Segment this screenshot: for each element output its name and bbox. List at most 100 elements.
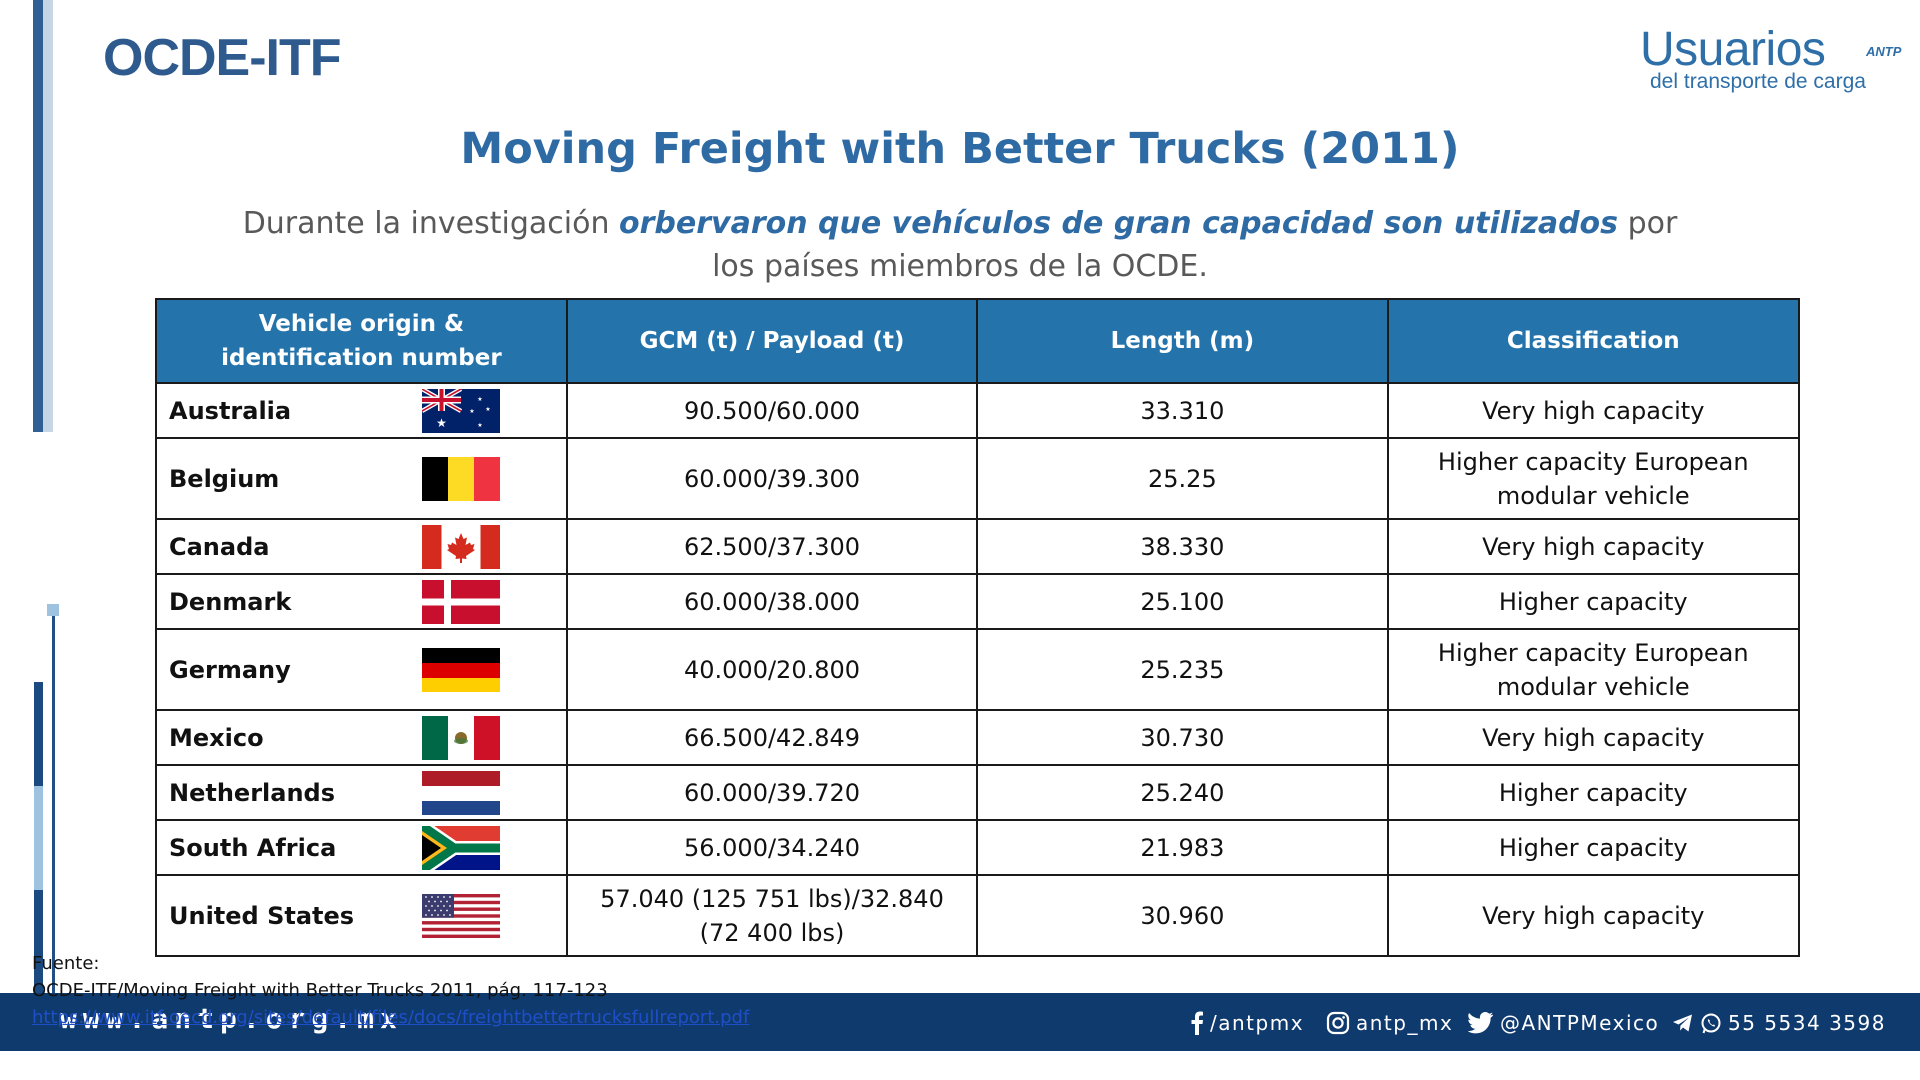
whatsapp-icon [1701, 1013, 1721, 1034]
left-accent-thin-line [52, 616, 55, 996]
instagram-icon [1326, 1011, 1350, 1035]
classification-cell: Very high capacity [1386, 709, 1801, 766]
facebook-handle: /antpmx [1210, 1011, 1305, 1035]
country-cell: Germany [155, 628, 568, 711]
left-accent-dot [47, 604, 59, 616]
left-accent-bar-bottom [34, 682, 43, 786]
twitter-handle: @ANTPMexico [1500, 1011, 1660, 1035]
footer-facebook[interactable]: /antpmx [1190, 1008, 1304, 1038]
slide-title: Moving Freight with Better Trucks (2011) [460, 124, 1460, 174]
instagram-handle: antp_mx [1356, 1011, 1454, 1035]
classification-cell: Higher capacity [1386, 819, 1801, 876]
left-accent-bar-top-light [43, 0, 53, 432]
country-name: South Africa [169, 833, 337, 862]
left-accent-bar-bottom-dark [34, 890, 43, 994]
country-cell: United States [155, 874, 568, 957]
length-cell: 25.100 [976, 573, 1389, 630]
table-row: South Africa 56.000/34.240 21.983 Higher… [155, 819, 1801, 876]
gcm-cell: 56.000/34.240 [565, 819, 979, 876]
table-header-row: Vehicle origin & identification number G… [155, 298, 1801, 384]
logo-badge: ANTP [1866, 44, 1902, 59]
country-cell: South Africa [155, 819, 568, 876]
table-row: Belgium 60.000/39.300 25.25 Higher capac… [155, 437, 1801, 520]
length-cell: 25.235 [976, 628, 1389, 711]
gcm-cell: 60.000/38.000 [565, 573, 979, 630]
source-note: Fuente: OCDE-ITF/Moving Freight with Bet… [32, 950, 749, 1031]
footer-twitter[interactable]: @ANTPMexico [1468, 1008, 1659, 1038]
logo-subtitle: del transporte de carga [1650, 70, 1866, 93]
left-accent-bar-top [33, 0, 43, 432]
country-name: United States [169, 901, 355, 930]
header-length: Length (m) [976, 298, 1389, 384]
country-name: Netherlands [169, 778, 336, 807]
footer-bar [0, 993, 1920, 1051]
united-states-flag-icon [421, 893, 500, 938]
length-cell: 25.25 [976, 437, 1389, 520]
classification-cell: Higher capacity European modular vehicle [1386, 437, 1801, 520]
length-cell: 33.310 [976, 382, 1389, 439]
denmark-flag-icon [421, 579, 500, 624]
classification-cell: Higher capacity European modular vehicle [1386, 628, 1801, 711]
south-africa-flag-icon [421, 825, 500, 870]
belgium-flag-icon [421, 456, 500, 501]
footer-instagram[interactable]: antp_mx [1326, 1008, 1453, 1038]
antp-logo: Usuarios ANTP del transporte de carga [1640, 22, 1901, 102]
subtitle-part1: Durante la investigación [242, 206, 619, 241]
mexico-flag-icon [421, 715, 500, 760]
brand-title: OCDE-ITF [103, 29, 342, 87]
telegram-icon [1673, 1014, 1692, 1032]
netherlands-flag-icon [421, 770, 500, 815]
gcm-cell: 62.500/37.300 [565, 518, 979, 575]
country-name: Australia [169, 396, 292, 425]
country-cell: Australia ★ ★ ★ ★ ★ [155, 382, 568, 439]
header-vehicle-origin: Vehicle origin & identification number [155, 298, 568, 384]
table-row: Netherlands 60.000/39.720 25.240 Higher … [155, 764, 1801, 821]
country-cell: Netherlands [155, 764, 568, 821]
left-accent-bar-bottom-light [34, 786, 43, 890]
header-gcm-payload: GCM (t) / Payload (t) [565, 298, 979, 384]
country-name: Mexico [169, 723, 264, 752]
country-cell: Denmark [155, 573, 568, 630]
gcm-cell: 60.000/39.720 [565, 764, 979, 821]
header-classification: Classification [1386, 298, 1801, 384]
length-cell: 30.730 [976, 709, 1389, 766]
gcm-cell: 60.000/39.300 [565, 437, 979, 520]
country-name: Germany [169, 655, 291, 684]
table-row: Mexico 66.500/42.849 30.730 Very high ca… [155, 709, 1801, 766]
country-name: Belgium [169, 464, 280, 493]
source-citation: OCDE-ITF/Moving Freight with Better Truc… [32, 980, 608, 1001]
country-name: Denmark [169, 587, 292, 616]
gcm-cell: 40.000/20.800 [565, 628, 979, 711]
svg-text:★: ★ [469, 408, 474, 415]
classification-cell: Higher capacity [1386, 764, 1801, 821]
facebook-icon [1191, 1011, 1203, 1035]
table-row: Germany 40.000/20.800 25.235 Higher capa… [155, 628, 1801, 711]
footer-website[interactable]: www.antp.org.mx [60, 1002, 403, 1035]
canada-flag-icon [421, 524, 500, 569]
vehicle-table: Vehicle origin & identification number G… [155, 298, 1801, 957]
length-cell: 21.983 [976, 819, 1389, 876]
subtitle: Durante la investigación orbervaron que … [230, 202, 1690, 288]
table-row: United States [155, 874, 1801, 957]
subtitle-part2: por los países miembros de la OCDE. [712, 206, 1678, 284]
svg-text:★: ★ [485, 406, 490, 413]
svg-text:★: ★ [436, 416, 447, 430]
country-cell: Canada [155, 518, 568, 575]
length-cell: 30.960 [976, 874, 1389, 957]
gcm-cell: 66.500/42.849 [565, 709, 979, 766]
twitter-icon [1468, 1012, 1493, 1034]
table-row: Denmark 60.000/38.000 25.100 Higher capa… [155, 573, 1801, 630]
footer-phone[interactable]: 55 5534 3598 [1672, 1008, 1886, 1038]
classification-cell: Very high capacity [1386, 518, 1801, 575]
source-label: Fuente: [32, 953, 100, 974]
svg-text:★: ★ [477, 422, 482, 429]
length-cell: 25.240 [976, 764, 1389, 821]
classification-cell: Very high capacity [1386, 874, 1801, 957]
country-cell: Belgium [155, 437, 568, 520]
country-name: Canada [169, 532, 270, 561]
length-cell: 38.330 [976, 518, 1389, 575]
gcm-cell: 90.500/60.000 [565, 382, 979, 439]
table-row: Canada 62.500/37.300 38.330 Very high ca… [155, 518, 1801, 575]
source-link[interactable]: https://www.itf-oecd.org/sites/default/f… [32, 1007, 750, 1028]
australia-flag-icon: ★ ★ ★ ★ ★ [421, 388, 500, 433]
